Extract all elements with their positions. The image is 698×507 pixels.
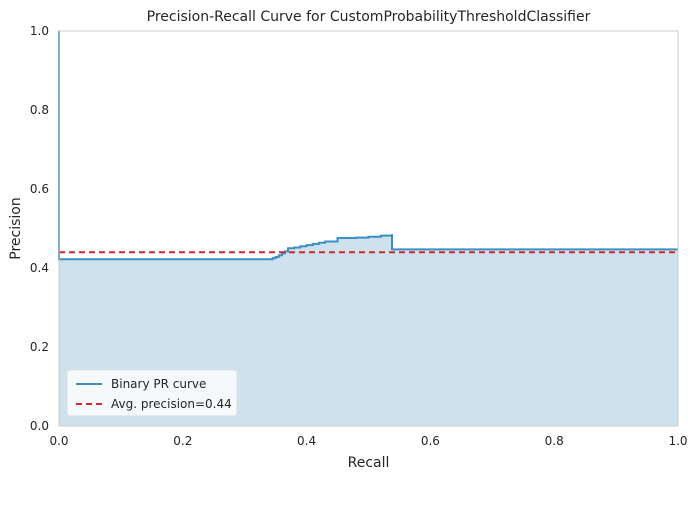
y-tick-label: 0.8: [30, 103, 49, 117]
y-tick-label: 0.6: [30, 182, 49, 196]
legend-label-pr-curve: Binary PR curve: [111, 377, 206, 391]
x-tick-label: 0.0: [49, 434, 68, 448]
legend: Binary PR curve Avg. precision=0.44: [66, 369, 238, 417]
x-tick-label: 0.4: [297, 434, 316, 448]
x-tick-label: 1.0: [668, 434, 687, 448]
y-tick-label: 0.2: [30, 340, 49, 354]
pr-curve-line: [58, 31, 678, 261]
x-tick-label: 0.8: [545, 434, 564, 448]
y-tick-label: 0.4: [30, 261, 49, 275]
plot-frame: [58, 30, 679, 427]
y-axis-ticks: 0.0 0.2 0.4 0.6 0.8 1.0: [30, 24, 49, 433]
pr-curve-fill-area: [59, 31, 678, 426]
x-tick-label: 0.6: [421, 434, 440, 448]
legend-box: [66, 369, 238, 417]
chart-title: Precision-Recall Curve for CustomProbabi…: [147, 9, 591, 25]
x-tick-label: 0.2: [173, 434, 192, 448]
pr-line-layer: [58, 31, 678, 261]
y-axis-label: Precision: [8, 197, 24, 259]
y-tick-label: 1.0: [30, 24, 49, 38]
x-axis-label: Recall: [348, 455, 390, 471]
legend-label-avg-precision: Avg. precision=0.44: [111, 397, 232, 411]
x-axis-ticks: 0.0 0.2 0.4 0.6 0.8 1.0: [49, 434, 687, 448]
pr-fill-layer: [59, 31, 678, 426]
y-tick-label: 0.0: [30, 419, 49, 433]
